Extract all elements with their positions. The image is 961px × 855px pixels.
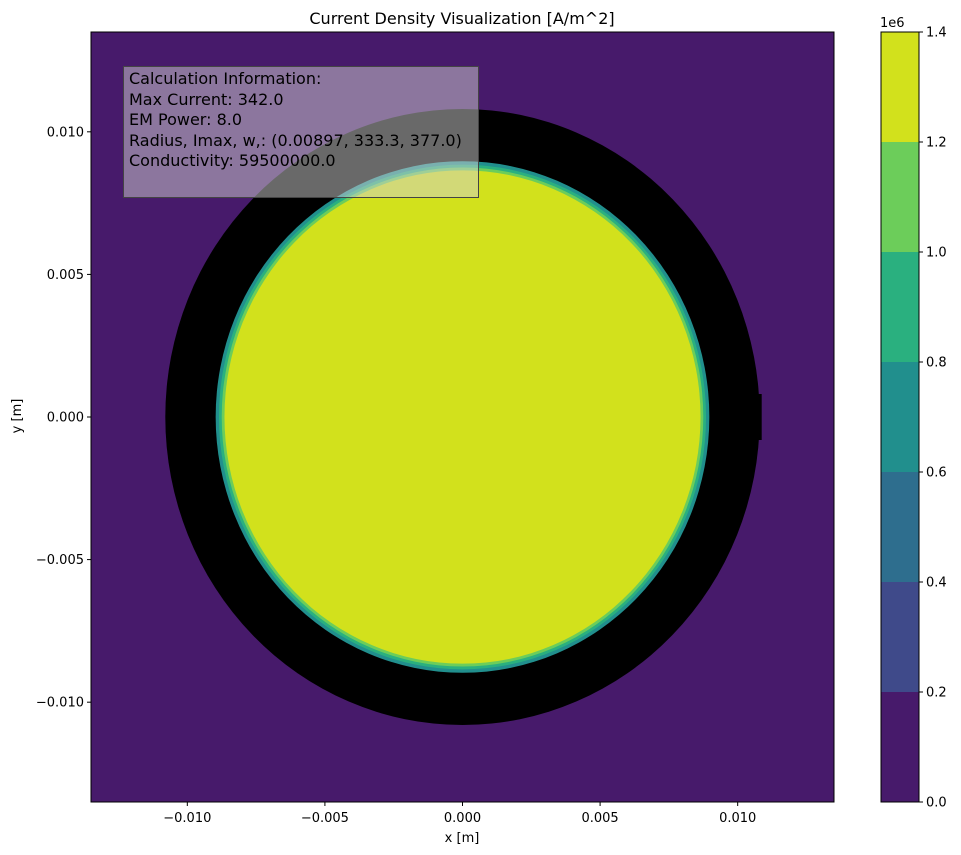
- y-axis-label: y [m]: [10, 399, 25, 434]
- axes: −0.010 −0.005 0.000 0.005 0.010 −0.010 −0.005 0…: [36, 31, 835, 826]
- colorbar-band: [881, 692, 919, 802]
- colorbar-tick-label: 0.0: [926, 796, 947, 811]
- plot-area: [91, 32, 834, 802]
- colorbar-tick-label: 1.0: [926, 246, 947, 261]
- y-tick-label: −0.005: [36, 553, 84, 568]
- x-tick-label: 0.000: [444, 811, 481, 826]
- x-tick-label: 0.010: [719, 811, 756, 826]
- conductor-core: [224, 170, 701, 664]
- colorbar-band: [881, 582, 919, 692]
- colorbar-tick-label: 1.4: [926, 26, 947, 41]
- x-tick-label: −0.010: [163, 811, 211, 826]
- chart-title: Current Density Visualization [A/m^2]: [309, 9, 614, 28]
- colorbar: 0.0 0.2 0.4 0.6 0.8 1.0 1.2 1.4: [880, 26, 947, 811]
- calculation-info-box: Calculation Information: Max Current: 34…: [123, 66, 479, 198]
- y-tick-label: 0.010: [47, 125, 84, 140]
- colorbar-band: [881, 472, 919, 582]
- ring-notch: [755, 394, 762, 440]
- colorbar-tick-label: 0.4: [926, 576, 947, 591]
- colorbar-band: [881, 32, 919, 142]
- info-line: Conductivity: 59500000.0: [129, 151, 336, 171]
- info-line: EM Power: 8.0: [129, 110, 243, 130]
- colorbar-band: [881, 142, 919, 252]
- colorbar-tick-label: 0.6: [926, 466, 947, 481]
- colorbar-multiplier-label: 1e6: [880, 16, 905, 31]
- info-line: Max Current: 342.0: [129, 89, 284, 109]
- colorbar-band: [881, 252, 919, 362]
- x-axis-label: x [m]: [445, 831, 480, 846]
- info-line: Radius, Imax, w,: (0.00897, 333.3, 377.0…: [129, 130, 462, 150]
- x-tick-label: 0.005: [581, 811, 618, 826]
- colorbar-tick-label: 0.8: [926, 356, 947, 371]
- x-tick-label: −0.005: [301, 811, 349, 826]
- info-line: Calculation Information:: [129, 69, 322, 88]
- y-tick-label: 0.000: [47, 411, 84, 426]
- colorbar-frame: [880, 31, 920, 803]
- colorbar-tick-label: 1.2: [926, 136, 947, 151]
- colorbar-tick-label: 0.2: [926, 686, 947, 701]
- y-tick-label: −0.010: [36, 696, 84, 711]
- y-tick-label: 0.005: [47, 268, 84, 283]
- colorbar-band: [881, 362, 919, 472]
